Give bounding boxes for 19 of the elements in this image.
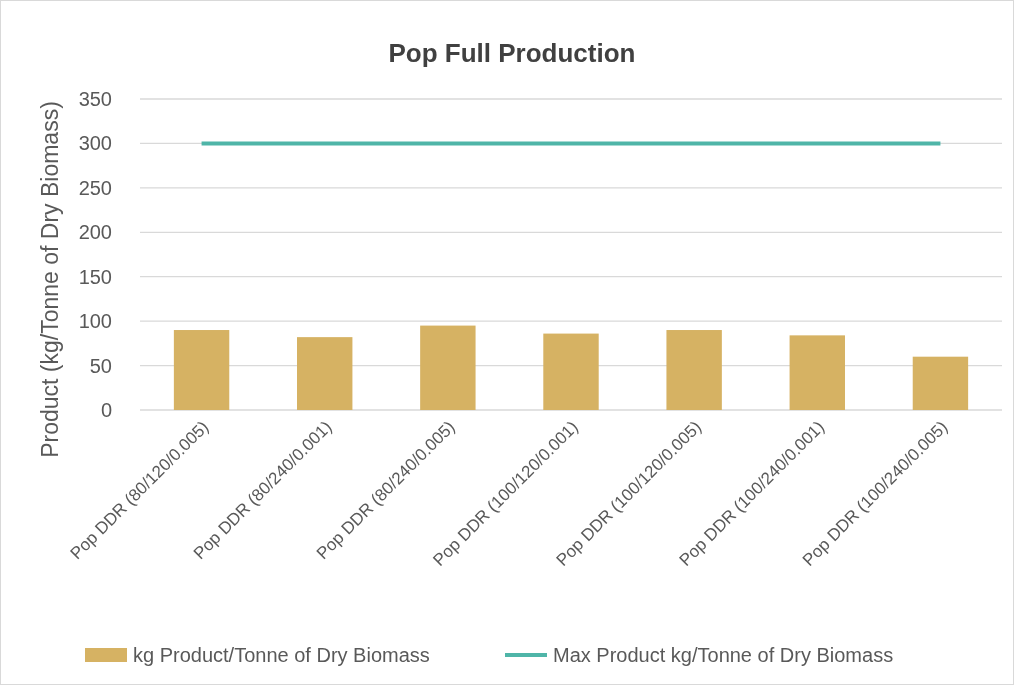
bar [543, 333, 599, 410]
y-tick-label: 350 [78, 88, 112, 110]
y-axis-title: Product (kg/Tonne of Dry Biomass) [37, 101, 63, 458]
bar [789, 335, 845, 410]
bar [420, 325, 476, 410]
chart-title: Pop Full Production [388, 38, 636, 68]
y-tick-label: 100 [78, 310, 112, 333]
y-tick-label: 150 [78, 265, 112, 288]
bar [912, 356, 969, 410]
bar [666, 330, 722, 410]
legend-label: kg Product/Tonne of Dry Biomass [133, 644, 430, 666]
legend-label: Max Product kg/Tonne of Dry Biomass [553, 644, 894, 666]
y-tick-label: 50 [89, 354, 112, 377]
y-tick-label: 200 [78, 221, 112, 244]
bar [173, 330, 230, 410]
bar [297, 337, 353, 410]
y-tick-label: 0 [100, 399, 112, 421]
y-tick-label: 250 [78, 176, 112, 199]
y-tick-label: 300 [78, 132, 112, 155]
